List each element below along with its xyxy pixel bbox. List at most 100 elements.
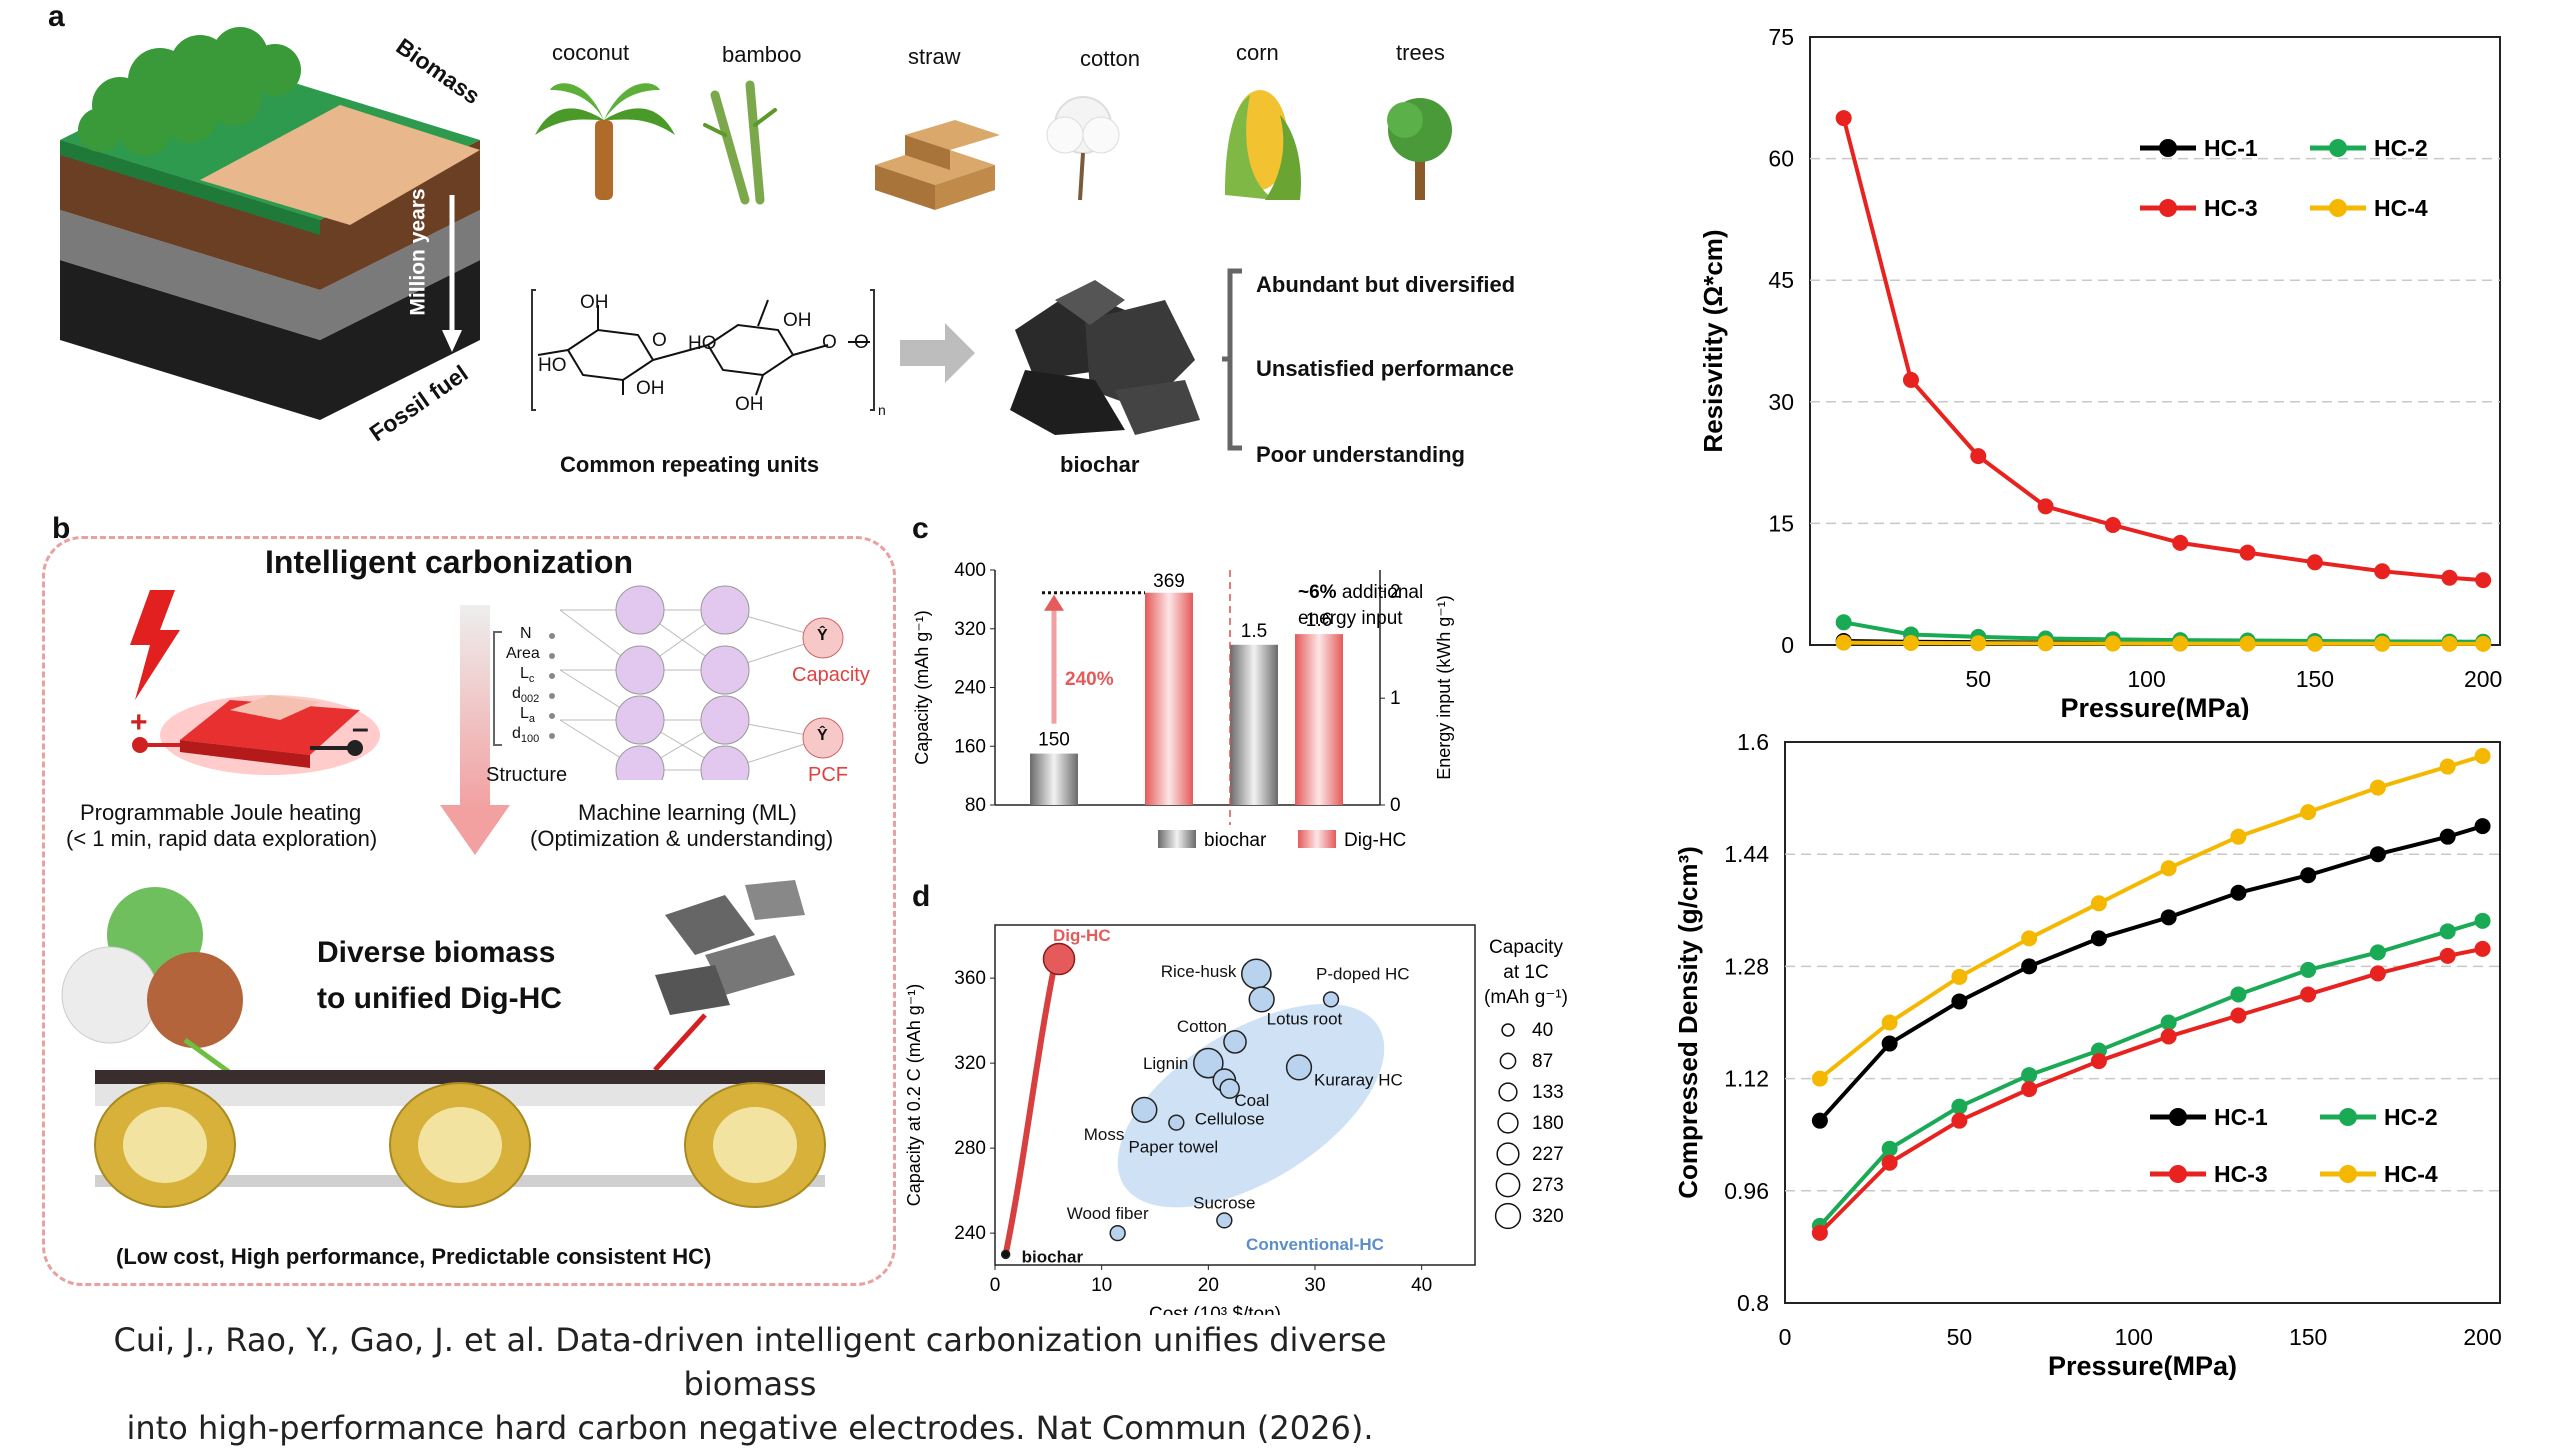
size-legend-circle-180 xyxy=(1497,1112,1519,1134)
o-label-2: O xyxy=(822,332,837,353)
y-tick-label: 30 xyxy=(1768,389,1794,415)
plot-frame xyxy=(1809,36,2501,646)
ml-output-pcf: PCF xyxy=(808,764,848,786)
cellulose-structure xyxy=(531,289,875,411)
point-sucrose xyxy=(1216,1212,1233,1229)
svg-text:–: – xyxy=(352,712,369,745)
legend-label-biochar: biochar xyxy=(1204,830,1267,851)
point-wood-fiber xyxy=(1109,1224,1126,1242)
y-tick-label: 0.96 xyxy=(1724,1178,1769,1204)
x-axis-label: Pressure(MPa) xyxy=(2060,693,2249,720)
million-years-label: Million years xyxy=(406,188,430,316)
legend-label-dighc: Dig-HC xyxy=(1344,830,1406,851)
legend-label-hc-3: HC-3 xyxy=(2204,195,2258,221)
size-legend-circle-133 xyxy=(1498,1082,1518,1102)
earth-block-illustration xyxy=(60,27,480,420)
source-label-straw: straw xyxy=(908,44,961,69)
data-point-hc-2 xyxy=(2300,961,2317,978)
data-point-hc-4 xyxy=(2090,895,2107,912)
point-rice-husk xyxy=(1241,958,1272,990)
left-tick-label: 400 xyxy=(954,560,986,581)
data-point-hc-3 xyxy=(2374,563,2391,580)
data-point-hc-4 xyxy=(2239,635,2256,652)
right-tick-label: 0 xyxy=(1390,795,1401,816)
point-label-sucrose: Sucrose xyxy=(1193,1193,1255,1212)
oh-label-2: OH xyxy=(783,310,812,331)
x-tick-label: 100 xyxy=(2127,666,2165,692)
y-tick-label: 1.12 xyxy=(1724,1066,1769,1092)
ml-caption-2: (Optimization & understanding) xyxy=(530,826,834,851)
y-tick-label: 1.44 xyxy=(1724,841,1769,867)
data-label-369: 369 xyxy=(1153,571,1185,592)
ml-output-symbol-2: Ŷ xyxy=(817,727,828,744)
svg-text:+: + xyxy=(130,706,148,739)
capacity-cost-bubble-chart: 0 10 20 30 40 240 280 320 360 Cost (10³ $/ton) Cap… xyxy=(904,924,1568,1315)
oh-label-1: OH xyxy=(580,292,609,313)
data-point-hc-1 xyxy=(2474,818,2491,835)
data-point-hc-3 xyxy=(1811,1224,1828,1241)
y-axis-label: Compressed Density (g/cm³) xyxy=(1673,846,1703,1199)
size-legend-label-273: 273 xyxy=(1532,1175,1564,1196)
lightning-icon xyxy=(130,590,180,700)
capacity-energy-bar-chart: 80 160 240 320 400 0 1 2 Capacity (mAh g⁻¹) Energ… xyxy=(912,560,1454,851)
point-label-paper-towel: Paper towel xyxy=(1128,1138,1218,1157)
point-label-rice-husk: Rice-husk xyxy=(1161,962,1237,981)
data-point-hc-2 xyxy=(2369,944,2386,961)
point-label-cellulose: Cellulose xyxy=(1195,1110,1265,1129)
data-point-hc-1 xyxy=(2300,867,2317,884)
data-point-hc-4 xyxy=(2475,635,2492,652)
data-label-1-5: 1.5 xyxy=(1241,621,1267,642)
data-point-hc-4 xyxy=(2369,779,2386,796)
x-tick-label: 30 xyxy=(1304,1275,1325,1296)
data-point-hc-3 xyxy=(2439,947,2456,964)
data-point-hc-2 xyxy=(2474,912,2491,929)
energy-annotation-line-2: energy input xyxy=(1298,608,1403,629)
legend-label-hc-2: HC-2 xyxy=(2384,1104,2438,1130)
point-cotton xyxy=(1223,1030,1247,1054)
increase-arrow-head xyxy=(1044,594,1064,611)
y-tick-label: 0.8 xyxy=(1737,1290,1769,1316)
right-axis-label: Energy input (kWh g⁻¹) xyxy=(1434,595,1454,780)
left-tick-label: 160 xyxy=(954,736,986,757)
hard-carbon-flakes-icon xyxy=(655,880,805,1015)
size-legend-circle-227 xyxy=(1496,1142,1520,1166)
y-axis-label: Capacity at 0.2 C (mAh g⁻¹) xyxy=(904,984,924,1207)
legend-marker-hc-4 xyxy=(2339,1165,2357,1183)
data-point-hc-2 xyxy=(2439,923,2456,940)
data-point-hc-3 xyxy=(1835,110,1852,127)
data-point-hc-3 xyxy=(1970,448,1987,465)
data-point-hc-3 xyxy=(2230,1007,2247,1024)
data-point-hc-3 xyxy=(2037,498,2054,515)
size-legend-label-227: 227 xyxy=(1532,1144,1564,1165)
caption-line-2: into high-performance hard carbon negati… xyxy=(126,1409,1374,1447)
x-tick-label: 100 xyxy=(2115,1324,2153,1350)
x-tick-label: 0 xyxy=(990,1275,1001,1296)
x-tick-label: 0 xyxy=(1779,1324,1792,1350)
ml-input-lc: Lc xyxy=(520,665,535,686)
point-p-doped-hc xyxy=(1322,991,1340,1008)
ml-network-diagram xyxy=(493,585,844,780)
trend-arrow-path xyxy=(1002,942,1062,1255)
point-paper-towel xyxy=(1168,1114,1185,1131)
data-point-hc-3 xyxy=(1902,371,1919,388)
o-label-3: O xyxy=(854,332,869,353)
data-point-hc-4 xyxy=(1951,968,1968,985)
y-tick-label: 1.28 xyxy=(1724,953,1769,979)
data-point-hc-4 xyxy=(2230,828,2247,845)
issue-performance: Unsatisfied performance xyxy=(1256,356,1514,381)
point-lotus-root xyxy=(1248,986,1275,1013)
data-point-hc-3 xyxy=(2441,569,2458,586)
size-legend-label-320: 320 xyxy=(1532,1206,1564,1227)
data-point-hc-4 xyxy=(2037,635,2054,652)
data-point-hc-3 xyxy=(2239,544,2256,561)
ml-output-symbol-1: Ŷ xyxy=(817,627,828,644)
data-label-150: 150 xyxy=(1038,730,1070,751)
size-legend-title-2: (mAh g⁻¹) xyxy=(1484,987,1568,1008)
joule-heating-illustration: + – xyxy=(130,590,380,775)
intelligent-carbonization-title: Intelligent carbonization xyxy=(265,544,634,580)
ml-input-d002: d002 xyxy=(512,685,540,706)
point-label-dig-hc: Dig-HC xyxy=(1053,926,1111,945)
size-legend-title-0: Capacity xyxy=(1489,937,1563,958)
cotton-icon xyxy=(1046,96,1120,201)
biochar-icon xyxy=(1010,280,1200,435)
